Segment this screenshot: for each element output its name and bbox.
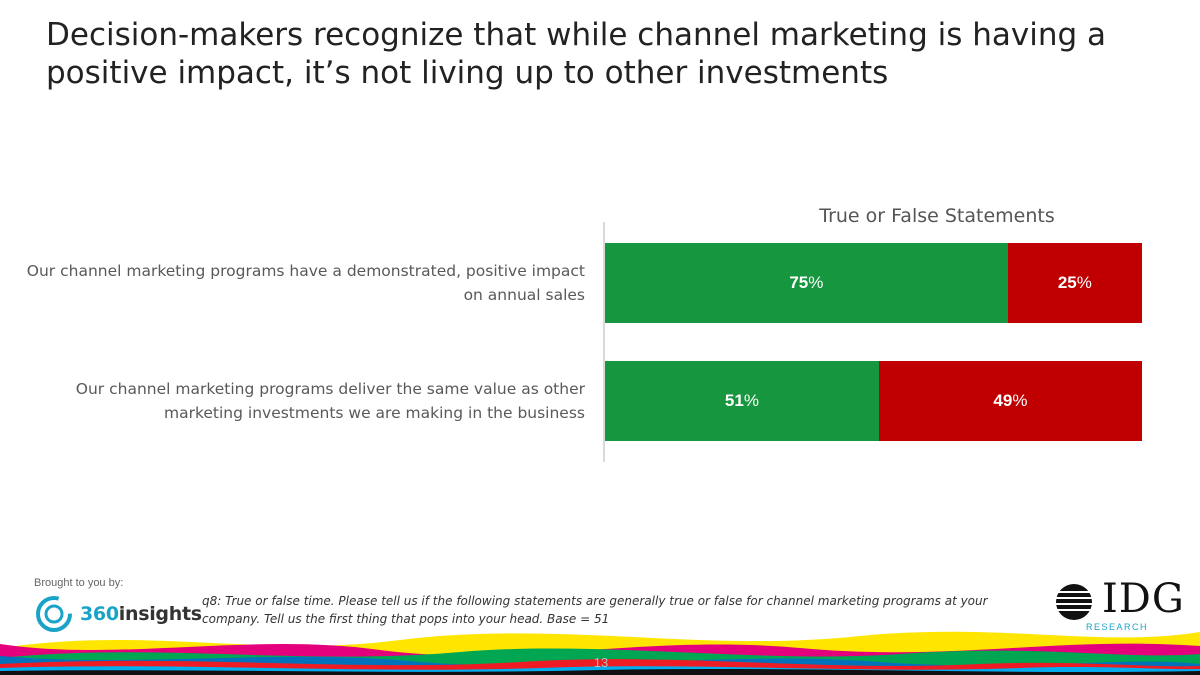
chart-title: True or False Statements xyxy=(819,205,1055,227)
bar-row: 75% 25% xyxy=(605,243,1142,323)
bar-segment-false: 49% xyxy=(878,361,1142,441)
bar-segment-true: 75% xyxy=(605,243,1008,323)
data-label: 25% xyxy=(1057,273,1092,292)
data-label: 51% xyxy=(724,391,759,410)
ring-icon xyxy=(36,596,72,632)
idg-logo: IDG RESEARCH xyxy=(1048,576,1190,634)
page-number: 13 xyxy=(593,655,609,670)
globe-icon xyxy=(1052,584,1096,620)
slide-title: Decision-makers recognize that while cha… xyxy=(46,17,1106,91)
idg-logo-text: IDG xyxy=(1102,576,1185,622)
category-label: Our channel marketing programs have a de… xyxy=(26,262,585,304)
bar-segment-false: 25% xyxy=(1007,243,1142,323)
data-label: 75% xyxy=(789,273,824,292)
brought-by-label: Brought to you by: xyxy=(34,577,124,589)
wave-black xyxy=(0,668,1200,675)
data-label: 49% xyxy=(993,391,1028,410)
footnote: q8: True or false time. Please tell us i… xyxy=(202,594,988,626)
sponsor-logo: 360insights xyxy=(34,594,202,634)
decorative-waves xyxy=(0,631,1200,675)
sponsor-logo-text: 360insights xyxy=(80,603,202,625)
category-label: Our channel marketing programs deliver t… xyxy=(75,380,585,422)
bar-segment-true: 51% xyxy=(605,361,879,441)
category-axis-line xyxy=(603,222,605,462)
idg-research-label: RESEARCH xyxy=(1086,622,1149,632)
bar-row: 51% 49% xyxy=(605,361,1142,441)
